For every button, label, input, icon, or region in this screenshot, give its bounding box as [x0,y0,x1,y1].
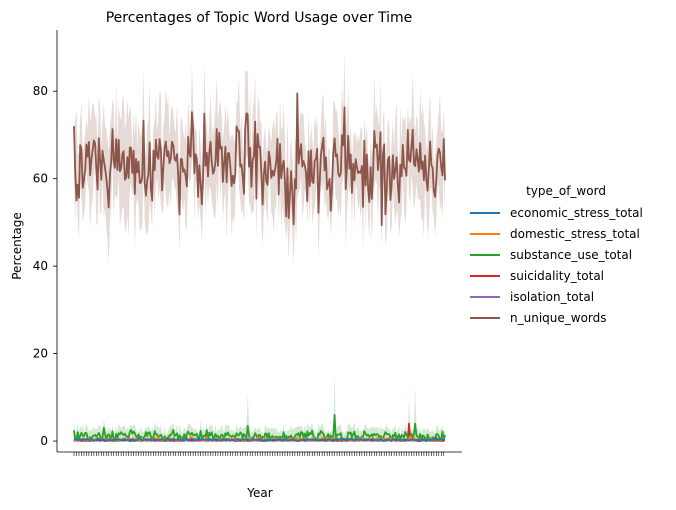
y-tick-label: 40 [33,259,48,273]
line-economic_stress_total [73,437,445,442]
band-n_unique_words [74,48,445,267]
legend: type_of_word economic_stress_totaldomest… [470,184,643,325]
legend-label-substance_use_total: substance_use_total [510,248,632,262]
legend-label-domestic_stress_total: domestic_stress_total [510,227,640,241]
legend-label-isolation_total: isolation_total [510,290,594,304]
legend-label-economic_stress_total: economic_stress_total [510,206,643,220]
plot-area [73,48,446,442]
legend-label-n_unique_words: n_unique_words [510,311,607,325]
line-substance_use_total [73,413,446,442]
y-tick-label: 60 [33,172,48,186]
legend-label-suicidality_total: suicidality_total [510,269,604,283]
line-n_unique_words [73,92,446,227]
chart-title: Percentages of Topic Word Usage over Tim… [106,10,413,26]
x-ticks [73,452,445,456]
confidence-bands [74,48,445,442]
y-tick-label: 0 [40,434,48,448]
x-axis-title: Year [246,486,272,500]
y-axis-title: Percentage [10,212,24,280]
y-tick-label: 80 [33,84,48,98]
x-axis [57,451,462,456]
series-lines [73,92,446,442]
legend-title: type_of_word [526,184,606,198]
y-tick-label: 20 [33,347,48,361]
y-axis: 0 20 40 60 80 [33,30,58,452]
